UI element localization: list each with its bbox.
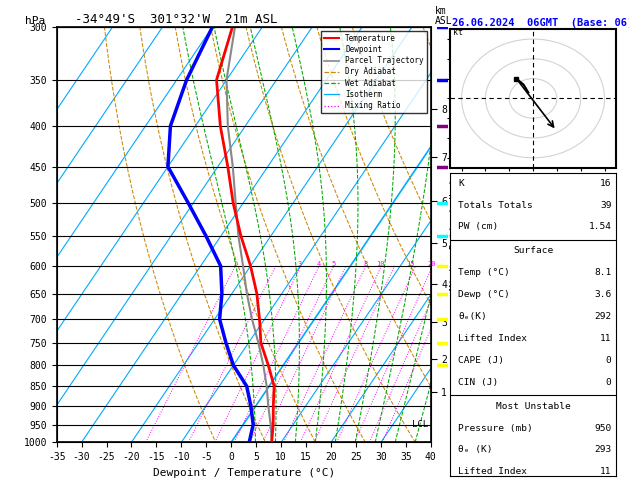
Text: hPa: hPa [25, 16, 45, 26]
Text: 20: 20 [428, 261, 436, 267]
Text: 10: 10 [377, 261, 385, 267]
Text: CIN (J): CIN (J) [458, 378, 498, 387]
X-axis label: Dewpoint / Temperature (°C): Dewpoint / Temperature (°C) [153, 468, 335, 478]
Text: LCL: LCL [412, 420, 428, 429]
Text: θₑ(K): θₑ(K) [458, 312, 487, 321]
Text: 5: 5 [331, 261, 335, 267]
Text: 4: 4 [316, 261, 321, 267]
Text: K: K [458, 179, 464, 188]
Text: 950: 950 [594, 424, 611, 433]
Text: 3.6: 3.6 [594, 290, 611, 299]
Text: 1.54: 1.54 [588, 223, 611, 231]
Text: 26.06.2024  06GMT  (Base: 06): 26.06.2024 06GMT (Base: 06) [452, 18, 629, 29]
Text: 16: 16 [600, 179, 611, 188]
Text: θₑ (K): θₑ (K) [458, 446, 493, 454]
Text: 11: 11 [600, 334, 611, 343]
Text: kt: kt [453, 28, 463, 37]
Legend: Temperature, Dewpoint, Parcel Trajectory, Dry Adiabat, Wet Adiabat, Isotherm, Mi: Temperature, Dewpoint, Parcel Trajectory… [321, 31, 427, 113]
Text: 8: 8 [363, 261, 367, 267]
Text: 293: 293 [594, 446, 611, 454]
Text: Most Unstable: Most Unstable [496, 402, 571, 411]
Text: CAPE (J): CAPE (J) [458, 356, 504, 365]
Text: Pressure (mb): Pressure (mb) [458, 424, 533, 433]
Text: Temp (°C): Temp (°C) [458, 268, 510, 278]
Text: -34°49'S  301°32'W  21m ASL: -34°49'S 301°32'W 21m ASL [75, 13, 278, 26]
Text: km
ASL: km ASL [435, 6, 452, 26]
Text: 39: 39 [600, 201, 611, 209]
Text: Totals Totals: Totals Totals [458, 201, 533, 209]
Text: 0: 0 [606, 378, 611, 387]
Text: Dewp (°C): Dewp (°C) [458, 290, 510, 299]
Text: Lifted Index: Lifted Index [458, 468, 527, 476]
Text: PW (cm): PW (cm) [458, 223, 498, 231]
Text: 0: 0 [606, 356, 611, 365]
Text: Lifted Index: Lifted Index [458, 334, 527, 343]
Text: 1: 1 [233, 261, 237, 267]
Text: Mixing Ratio (g/kg): Mixing Ratio (g/kg) [450, 179, 460, 290]
Text: 15: 15 [406, 261, 415, 267]
Text: 292: 292 [594, 312, 611, 321]
Text: Surface: Surface [513, 246, 553, 256]
Text: 3: 3 [298, 261, 303, 267]
Text: 11: 11 [600, 468, 611, 476]
Text: 8.1: 8.1 [594, 268, 611, 278]
